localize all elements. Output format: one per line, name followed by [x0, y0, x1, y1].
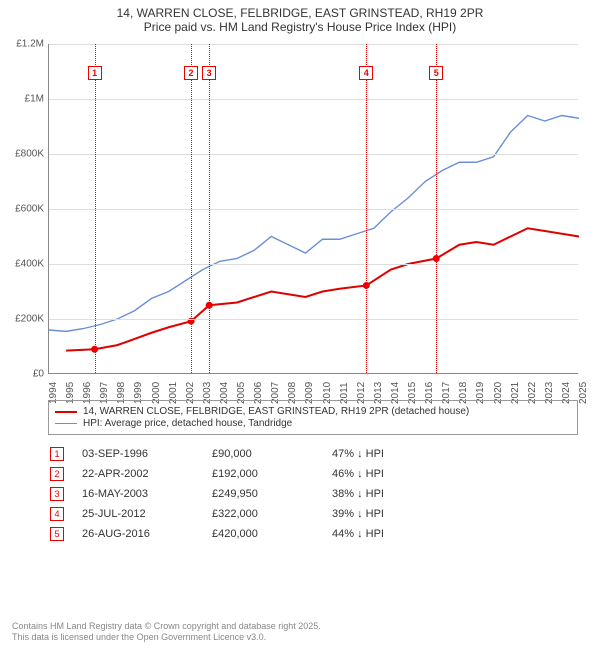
- sales-row: 1 03-SEP-1996£90,00047% ↓ HPI: [48, 444, 578, 464]
- y-tick-label: £1M: [4, 94, 44, 105]
- y-tick-label: £1.2M: [4, 39, 44, 50]
- sales-row-date: 25-JUL-2012: [82, 508, 212, 520]
- chart-title-line2: Price paid vs. HM Land Registry's House …: [0, 20, 600, 38]
- sales-row-number: 1: [50, 447, 64, 461]
- page: 14, WARREN CLOSE, FELBRIDGE, EAST GRINST…: [0, 0, 600, 650]
- gridline: [49, 209, 578, 210]
- series-hpi: [49, 116, 579, 332]
- gridline: [49, 264, 578, 265]
- legend-item: HPI: Average price, detached house, Tand…: [55, 418, 571, 429]
- sales-table: 1 03-SEP-1996£90,00047% ↓ HPI 2 22-APR-2002…: [48, 444, 578, 544]
- y-tick-label: £400K: [4, 259, 44, 270]
- sale-marker-line: [95, 44, 96, 373]
- legend-item: 14, WARREN CLOSE, FELBRIDGE, EAST GRINST…: [55, 406, 571, 417]
- sales-row-number: 5: [50, 527, 64, 541]
- sales-row-diff: 46% ↓ HPI: [332, 468, 452, 480]
- sales-row-number: 4: [50, 507, 64, 521]
- x-tick-label: 2025: [578, 382, 589, 404]
- legend-swatch: [55, 411, 77, 413]
- sales-row-price: £322,000: [212, 508, 332, 520]
- gridline: [49, 154, 578, 155]
- gridline: [49, 44, 578, 45]
- sales-row-price: £249,950: [212, 488, 332, 500]
- sales-row: 4 25-JUL-2012£322,00039% ↓ HPI: [48, 504, 578, 524]
- sale-marker-line: [366, 44, 367, 373]
- sales-row-date: 26-AUG-2016: [82, 528, 212, 540]
- y-tick-label: £200K: [4, 314, 44, 325]
- sales-row-diff: 39% ↓ HPI: [332, 508, 452, 520]
- sales-row: 2 22-APR-2002£192,00046% ↓ HPI: [48, 464, 578, 484]
- footer-attribution: Contains HM Land Registry data © Crown c…: [12, 621, 321, 644]
- sale-marker-line: [191, 44, 192, 373]
- sales-row-date: 03-SEP-1996: [82, 448, 212, 460]
- sale-marker-box: 5: [429, 66, 443, 80]
- sales-row-diff: 47% ↓ HPI: [332, 448, 452, 460]
- gridline: [49, 99, 578, 100]
- sales-row-number: 2: [50, 467, 64, 481]
- legend-label: HPI: Average price, detached house, Tand…: [83, 418, 292, 429]
- sales-row-number: 3: [50, 487, 64, 501]
- legend-swatch: [55, 423, 77, 424]
- sale-marker-line: [209, 44, 210, 373]
- legend: 14, WARREN CLOSE, FELBRIDGE, EAST GRINST…: [48, 400, 578, 435]
- sales-row-price: £192,000: [212, 468, 332, 480]
- sales-row-diff: 38% ↓ HPI: [332, 488, 452, 500]
- footer-line1: Contains HM Land Registry data © Crown c…: [12, 621, 321, 633]
- sales-row-date: 16-MAY-2003: [82, 488, 212, 500]
- chart-title-line1: 14, WARREN CLOSE, FELBRIDGE, EAST GRINST…: [0, 0, 600, 20]
- sales-row: 3 16-MAY-2003£249,95038% ↓ HPI: [48, 484, 578, 504]
- series-property: [66, 228, 579, 350]
- footer-line2: This data is licensed under the Open Gov…: [12, 632, 321, 644]
- sale-marker-box: 4: [359, 66, 373, 80]
- sales-row-date: 22-APR-2002: [82, 468, 212, 480]
- sales-row-price: £90,000: [212, 448, 332, 460]
- price-chart: 12345: [48, 44, 578, 374]
- y-tick-label: £0: [4, 369, 44, 380]
- y-tick-label: £600K: [4, 204, 44, 215]
- y-tick-label: £800K: [4, 149, 44, 160]
- sale-marker-box: 1: [88, 66, 102, 80]
- sales-row-diff: 44% ↓ HPI: [332, 528, 452, 540]
- sale-marker-box: 2: [184, 66, 198, 80]
- sales-row-price: £420,000: [212, 528, 332, 540]
- sale-marker-box: 3: [202, 66, 216, 80]
- legend-label: 14, WARREN CLOSE, FELBRIDGE, EAST GRINST…: [83, 406, 469, 417]
- sales-row: 5 26-AUG-2016£420,00044% ↓ HPI: [48, 524, 578, 544]
- sale-marker-line: [436, 44, 437, 373]
- gridline: [49, 319, 578, 320]
